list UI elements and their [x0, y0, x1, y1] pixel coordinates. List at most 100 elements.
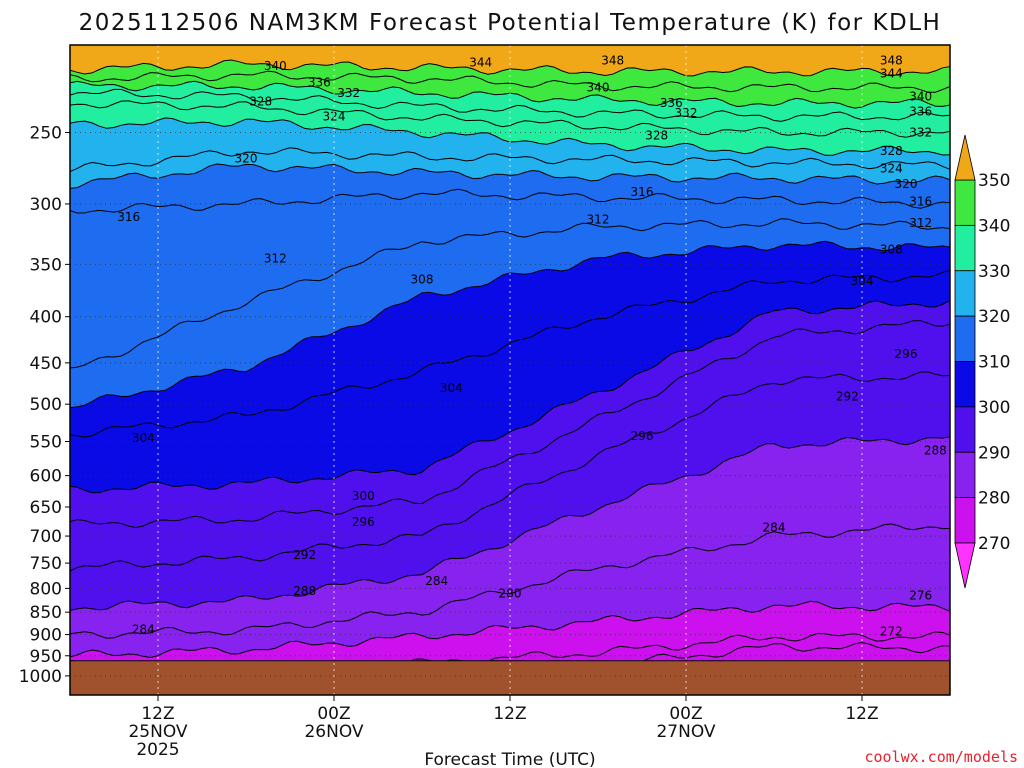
contour-label: 308 [411, 273, 434, 287]
contour-label: 316 [631, 185, 654, 199]
colorbar-segment [954, 406, 976, 453]
chart-title: 2025112506 NAM3KM Forecast Potential Tem… [79, 10, 942, 36]
x-tick-label: 00Z [669, 704, 702, 724]
contour-label: 312 [264, 252, 287, 266]
y-tick-label: 900 [30, 626, 62, 646]
colorbar-segment [954, 224, 976, 272]
colorbar-tick-label: 310 [978, 353, 1010, 373]
colorbar-top-arrow [954, 134, 976, 181]
y-tick-label: 1000 [19, 667, 62, 687]
colorbar-segment [954, 179, 976, 226]
y-tick-label: 700 [30, 527, 62, 547]
contour-label: 324 [323, 109, 346, 123]
x-tick-date: 26NOV [304, 722, 363, 742]
contour-label: 284 [425, 574, 448, 588]
y-tick-label: 350 [30, 255, 62, 275]
contour-label: 304 [440, 381, 463, 395]
isentrope-line [70, 218, 950, 369]
contour-label: 348 [880, 53, 903, 67]
grid-lines [70, 45, 950, 695]
isentrope-line [70, 88, 950, 122]
contour-label: 276 [909, 589, 932, 603]
contour-label: 344 [880, 66, 903, 80]
colorbar-segment [954, 270, 976, 317]
credit-text: coolwx.com/models [864, 748, 1018, 766]
contour-label: 324 [880, 161, 903, 175]
contour-label: 316 [117, 210, 140, 224]
contour-label: 292 [293, 548, 316, 562]
colorbar-tick-label: 270 [978, 534, 1010, 554]
colorbar-tick-label: 330 [978, 262, 1010, 282]
contour-label: 280 [499, 586, 522, 600]
x-tick-label: 12Z [493, 704, 526, 724]
colorbar-tick-label: 300 [978, 398, 1010, 418]
contour-label: 296 [895, 347, 918, 361]
x-axis-label: Forecast Time (UTC) [424, 750, 595, 768]
contour-label: 336 [909, 105, 932, 119]
x-tick-label: 12Z [141, 704, 174, 724]
colorbar-segment [954, 315, 976, 362]
colorbar-segment [954, 361, 976, 408]
x-tick-date: 27NOV [656, 722, 715, 742]
contour-label: 340 [587, 81, 610, 95]
plot-area: 3403363323283243203163123083043043002962… [70, 45, 950, 695]
contour-label: 308 [880, 243, 903, 257]
contour-label: 320 [235, 151, 258, 165]
contour-label: 284 [763, 521, 786, 535]
y-tick-label: 600 [30, 467, 62, 487]
contour-label: 296 [631, 429, 654, 443]
isentrope-line [70, 320, 950, 529]
isentrope-line [70, 163, 950, 189]
contour-label: 296 [352, 515, 375, 529]
isentrope-line [70, 300, 950, 494]
colorbar-tick-label: 280 [978, 489, 1010, 509]
isentrope-line [70, 188, 950, 214]
contour-label: 284 [132, 622, 155, 636]
contour-label: 328 [249, 94, 272, 108]
y-tick-label: 850 [30, 603, 62, 623]
y-tick-label: 950 [30, 647, 62, 667]
colorbar-tick-label: 290 [978, 443, 1010, 463]
x-tick-year: 2025 [136, 740, 179, 760]
isentrope-line [70, 100, 950, 138]
axes: 250 300 350 400 450 500 550 600 650 700 750 800 850 9… [19, 44, 951, 760]
x-tick-label: 00Z [317, 704, 350, 724]
contour-label: 300 [352, 489, 375, 503]
contour-label: 312 [587, 212, 610, 226]
colorbar: 270 280 290 300 310 320 330 340 350 [954, 134, 1010, 589]
colorbar-tick-label: 340 [978, 216, 1010, 236]
y-tick-label: 500 [30, 395, 62, 415]
contour-label: 328 [880, 144, 903, 158]
contour-label: 288 [293, 584, 316, 598]
y-tick-label: 550 [30, 433, 62, 453]
isentrope-line [70, 523, 950, 639]
y-tick-label: 650 [30, 498, 62, 518]
contour-label: 332 [675, 106, 698, 120]
y-tick-label: 250 [30, 123, 62, 143]
contour-label: 336 [308, 75, 331, 89]
contour-label: 348 [601, 53, 624, 67]
ground-fill [70, 660, 950, 695]
isentrope-line [70, 59, 950, 77]
isentrope-line [70, 371, 950, 572]
x-tick-date: 25NOV [128, 722, 187, 742]
contour-label: 344 [469, 55, 492, 69]
contour-label: 272 [880, 625, 903, 639]
contour-label: 304 [132, 431, 155, 445]
contour-label: 328 [645, 129, 668, 143]
y-tick-label: 400 [30, 308, 62, 328]
contour-label: 332 [337, 86, 360, 100]
isentrope-line [70, 269, 950, 438]
colorbar-bottom-arrow [954, 542, 976, 589]
contour-label: 336 [660, 96, 683, 110]
contour-label: 288 [924, 444, 947, 458]
contour-label: 340 [264, 59, 287, 73]
contour-label: 312 [909, 216, 932, 230]
isentrope-line [70, 147, 950, 172]
contour-label: 320 [895, 177, 918, 191]
contour-label: 292 [836, 389, 859, 403]
y-tick-label: 800 [30, 579, 62, 599]
contour-label: 316 [909, 194, 932, 208]
contour-label: 340 [909, 89, 932, 103]
